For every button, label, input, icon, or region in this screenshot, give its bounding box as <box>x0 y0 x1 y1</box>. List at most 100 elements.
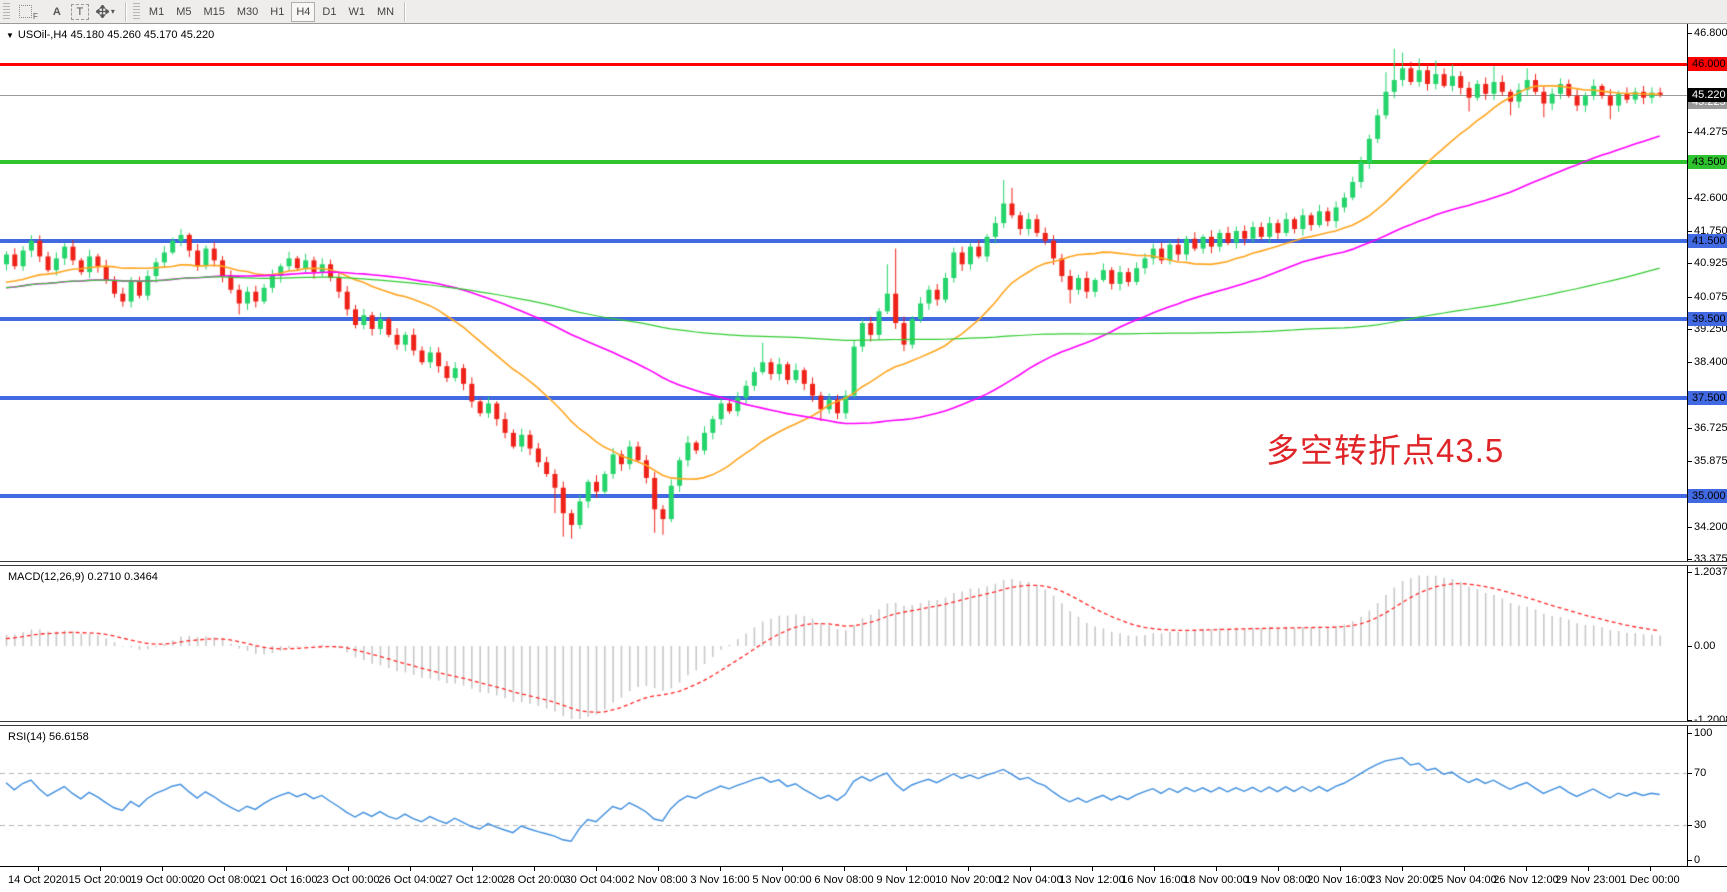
price-axis-label: 36.725 <box>1694 421 1727 434</box>
time-axis-label: 14 Oct 2020 <box>8 874 68 886</box>
time-axis-label: 10 Nov 20:00 <box>935 874 1001 886</box>
time-tick <box>1340 867 1341 871</box>
time-tick <box>1650 867 1651 871</box>
axis-tick <box>1688 362 1692 364</box>
time-tick <box>1526 867 1527 871</box>
axis-tick <box>1688 824 1692 826</box>
time-axis-label: 23 Oct 00:00 <box>316 874 380 886</box>
time-axis-label: 28 Oct 20:00 <box>502 874 566 886</box>
axis-tick <box>1688 131 1692 133</box>
price-axis-label: 34.200 <box>1694 520 1727 533</box>
time-tick <box>596 867 597 871</box>
time-axis-label: 30 Oct 04:00 <box>564 874 628 886</box>
time-tick <box>410 867 411 871</box>
macd-indicator-label: MACD(12,26,9) 0.2710 0.3464 <box>8 571 158 583</box>
time-tick <box>472 867 473 871</box>
price-axis-label: 42.600 <box>1694 191 1727 204</box>
time-axis-label: 20 Nov 16:00 <box>1307 874 1373 886</box>
axis-tick <box>1688 427 1692 429</box>
price-tag-43.500: 43.500 <box>1688 155 1727 170</box>
axis-tick <box>1688 526 1692 528</box>
time-axis-label: 12 Nov 04:00 <box>997 874 1063 886</box>
price-axis-label: 44.275 <box>1694 125 1727 138</box>
time-axis-label: 20 Oct 08:00 <box>192 874 256 886</box>
time-tick <box>534 867 535 871</box>
axis-tick <box>1688 733 1692 735</box>
time-axis-label: 1 Dec 00:00 <box>1620 874 1680 886</box>
time-tick <box>968 867 969 871</box>
axis-tick <box>1688 328 1692 330</box>
rsi-axis-label: 30 <box>1694 818 1707 831</box>
time-tick <box>1154 867 1155 871</box>
rsi-axis-label: 100 <box>1694 727 1713 740</box>
time-tick <box>162 867 163 871</box>
symbol-dropdown-icon[interactable]: ▼ <box>6 31 14 40</box>
time-axis-label: 29 Nov 23:00 <box>1555 874 1621 886</box>
time-axis-label: 5 Nov 00:00 <box>752 874 812 886</box>
axis-tick <box>1688 571 1692 573</box>
time-axis-label: 21 Oct 16:00 <box>254 874 318 886</box>
time-tick <box>1588 867 1589 871</box>
time-axis-label: 26 Oct 04:00 <box>378 874 442 886</box>
time-tick <box>286 867 287 871</box>
axis-tick <box>1688 646 1692 647</box>
time-tick <box>720 867 721 871</box>
time-axis-label: 2 Nov 08:00 <box>628 874 688 886</box>
time-tick <box>844 867 845 871</box>
axis-tick <box>1688 860 1692 861</box>
time-tick <box>1030 867 1031 871</box>
price-axis-label: 40.075 <box>1694 290 1727 303</box>
time-axis-label: 3 Nov 16:00 <box>690 874 750 886</box>
time-tick <box>658 867 659 871</box>
time-axis-label: 26 Nov 12:00 <box>1493 874 1559 886</box>
rsi-axis-label: 0 <box>1694 854 1701 866</box>
time-tick <box>1464 867 1465 871</box>
time-axis-label: 16 Nov 16:00 <box>1121 874 1187 886</box>
axis-tick <box>1688 33 1692 34</box>
price-axis[interactable]: 46.800 44.275 42.600 41.750 40.925 40.075 39.2… <box>1687 24 1727 866</box>
axis-tick <box>1688 296 1692 298</box>
axis-tick <box>1688 197 1692 199</box>
price-tag-41.500: 41.500 <box>1688 233 1727 248</box>
axis-tick <box>1688 461 1692 463</box>
time-axis-label: 27 Oct 12:00 <box>440 874 504 886</box>
price-tag-39.500: 39.500 <box>1688 312 1727 327</box>
price-axis-label: 40.925 <box>1694 257 1727 270</box>
axis-tick <box>1688 230 1692 232</box>
axis-tick <box>1688 263 1692 265</box>
time-axis-label: 18 Nov 00:00 <box>1183 874 1249 886</box>
symbol-bar[interactable]: ▼ USOil-,H4 45.180 45.260 45.170 45.220 <box>6 29 214 41</box>
rsi-indicator-label: RSI(14) 56.6158 <box>8 731 89 743</box>
current-price-tag: 45.220 <box>1688 87 1727 102</box>
time-axis-label: 23 Nov 20:00 <box>1369 874 1435 886</box>
time-tick <box>38 867 39 871</box>
time-axis-label: 19 Oct 00:00 <box>130 874 194 886</box>
macd-axis-label: 1.2037 <box>1694 565 1727 578</box>
axis-tick <box>1688 719 1692 721</box>
time-axis[interactable]: 14 Oct 2020 15 Oct 20:00 19 Oct 00:00 20 Oc… <box>0 866 1727 892</box>
macd-pane-separator[interactable] <box>0 561 1727 566</box>
time-tick <box>100 867 101 871</box>
time-tick <box>1278 867 1279 871</box>
time-tick <box>348 867 349 871</box>
axis-tick <box>1688 559 1692 561</box>
time-axis-label: 6 Nov 08:00 <box>814 874 874 886</box>
axis-tick <box>1688 772 1692 774</box>
time-axis-label: 13 Nov 12:00 <box>1059 874 1125 886</box>
time-tick <box>224 867 225 871</box>
time-tick <box>906 867 907 871</box>
price-axis-label: 46.800 <box>1694 27 1727 39</box>
time-axis-label: 9 Nov 12:00 <box>876 874 936 886</box>
time-axis-label: 25 Nov 04:00 <box>1431 874 1497 886</box>
price-axis-label: 38.400 <box>1694 356 1727 369</box>
time-tick <box>782 867 783 871</box>
time-axis-label: 15 Oct 20:00 <box>68 874 132 886</box>
rsi-axis-label: 70 <box>1694 766 1707 779</box>
price-tag-35.000: 35.000 <box>1688 488 1727 503</box>
annotation-text[interactable]: 多空转折点43.5 <box>1266 432 1505 469</box>
symbol-ohlc-text: USOil-,H4 45.180 45.260 45.170 45.220 <box>17 29 215 41</box>
price-axis-label: 35.875 <box>1694 455 1727 468</box>
rsi-pane-separator[interactable] <box>0 721 1727 726</box>
